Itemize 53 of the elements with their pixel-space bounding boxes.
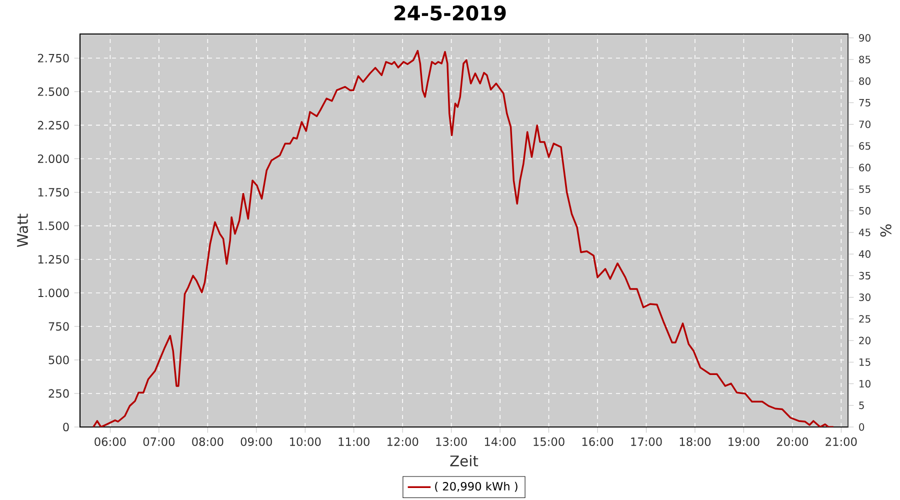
y-tick-label: 2.750 xyxy=(38,54,69,62)
y2-tick-label: 5 xyxy=(859,402,864,410)
x-tick-label: 14:00 xyxy=(484,437,516,446)
y-tick-label: 1.750 xyxy=(38,188,69,197)
y2-tick-label: 50 xyxy=(859,207,870,215)
y-axis-title: Watt xyxy=(17,214,28,248)
y2-tick-label: 60 xyxy=(859,164,870,172)
y2-tick-label: 70 xyxy=(859,120,870,128)
x-tick-label: 19:00 xyxy=(728,437,760,446)
y2-tick-label: 15 xyxy=(860,358,870,366)
y-tick-label: 500 xyxy=(48,356,69,364)
x-tick-label: 07:00 xyxy=(143,437,175,446)
x-tick-label: 18:00 xyxy=(680,437,711,446)
y2-tick-label: 65 xyxy=(859,142,870,150)
x-tick-label: 16:00 xyxy=(582,437,614,446)
chart-title: 24-5-2019 xyxy=(394,5,506,21)
legend-label: ( 20,990 kWh ) xyxy=(435,482,518,492)
y2-axis-title: % xyxy=(880,224,892,237)
y2-tick-label: 10 xyxy=(860,380,870,388)
x-axis-title: Zeit xyxy=(450,455,478,466)
y2-tick-label: 30 xyxy=(859,294,870,302)
x-tick-label: 15:00 xyxy=(534,437,564,446)
x-tick-label: 09:00 xyxy=(240,437,272,446)
x-tick-label: 12:00 xyxy=(388,437,418,446)
y-tick-label: 250 xyxy=(48,389,69,398)
x-tick-label: 21:00 xyxy=(826,437,857,446)
y-tick-label: 2.500 xyxy=(38,87,69,96)
x-tick-label: 11:00 xyxy=(338,437,370,446)
x-tick-label: 10:00 xyxy=(290,437,321,446)
y2-tick-label: 55 xyxy=(859,186,870,193)
y-tick-label: 0 xyxy=(63,422,69,432)
y2-tick-label: 35 xyxy=(859,272,870,280)
x-tick-label: 13:00 xyxy=(436,437,467,446)
x-tick-label: 06:00 xyxy=(94,437,126,446)
x-tick-label: 08:00 xyxy=(192,437,224,446)
y2-tick-label: 0 xyxy=(859,423,864,431)
y2-tick-label: 90 xyxy=(859,34,870,42)
y2-tick-label: 45 xyxy=(858,228,870,236)
y2-tick-label: 80 xyxy=(859,77,870,85)
y2-tick-label: 75 xyxy=(859,99,870,106)
line-series xyxy=(92,50,834,427)
y-tick-label: 750 xyxy=(48,322,69,331)
y2-tick-label: 20 xyxy=(859,336,870,344)
y-tick-label: 1.250 xyxy=(38,255,69,264)
x-tick-label: 17:00 xyxy=(631,437,662,446)
x-tick-label: 20:00 xyxy=(776,437,808,446)
y2-tick-label: 25 xyxy=(859,315,870,323)
y-tick-label: 2.250 xyxy=(38,120,69,130)
y-tick-label: 2.000 xyxy=(38,154,69,164)
y2-tick-label: 40 xyxy=(858,250,870,258)
y2-tick-label: 85 xyxy=(859,56,870,64)
y-tick-label: 1.500 xyxy=(38,222,69,230)
y-tick-label: 1.000 xyxy=(38,288,69,298)
